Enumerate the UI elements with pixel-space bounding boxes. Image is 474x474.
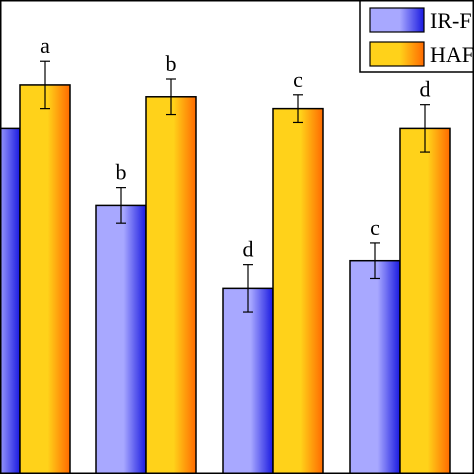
significance-label-ir-f-3: d [243, 237, 254, 262]
significance-label-haf-1: a [40, 33, 50, 58]
bar-haf-2 [145, 96, 197, 474]
bar-haf-3 [272, 107, 324, 474]
bar-haf-4 [399, 127, 451, 474]
bar-ir-f-2 [95, 204, 147, 474]
significance-labels-layer: b d c a b c d [40, 33, 430, 261]
error-bar-ir-f-4 [370, 242, 380, 280]
error-bar-ir-f-3 [243, 264, 253, 313]
error-bar-ir-f-2 [116, 187, 126, 224]
bar-ir-f-1 [0, 127, 21, 474]
legend: IR-F HAF [359, 0, 474, 73]
error-bars-layer [40, 60, 430, 313]
error-bar-haf-2 [166, 78, 176, 116]
legend-label-ir-f: IR-F [430, 8, 472, 33]
legend-swatch-haf [369, 41, 425, 67]
significance-label-ir-f-2: b [116, 160, 127, 185]
bar-ir-f-4 [349, 259, 401, 474]
legend-label-haf: HAF [430, 42, 474, 67]
significance-label-haf-2: b [166, 51, 177, 76]
significance-label-haf-3: c [293, 67, 303, 92]
error-bar-haf-1 [40, 60, 50, 110]
error-bar-haf-4 [420, 104, 430, 153]
bar-ir-f-3 [222, 287, 274, 474]
bar-haf-1 [19, 84, 71, 474]
bars-layer [0, 84, 451, 474]
error-bar-haf-3 [293, 94, 303, 124]
significance-label-haf-4: d [420, 77, 431, 102]
legend-swatch-ir-f [369, 7, 425, 33]
significance-label-ir-f-4: c [370, 215, 380, 240]
